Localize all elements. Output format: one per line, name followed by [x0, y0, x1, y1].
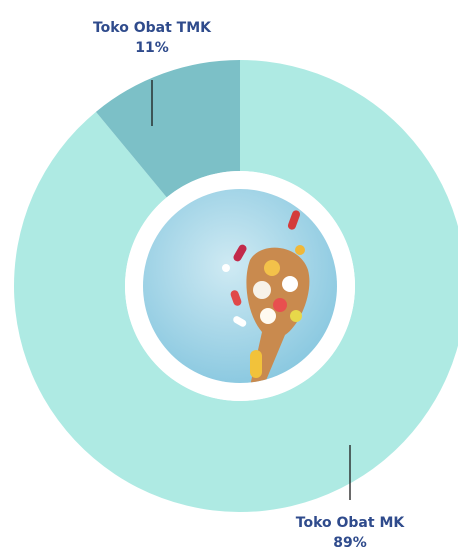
value-label: 89%	[333, 535, 367, 551]
category-label: Toko Obat MK	[296, 515, 406, 531]
category-label: Toko Obat TMK	[93, 20, 212, 36]
slices	[14, 60, 458, 512]
slice	[95, 60, 241, 198]
labels: Toko Obat MK 89% Toko Obat TMK 11%	[93, 20, 405, 551]
value-label: 11%	[135, 40, 169, 56]
slice	[14, 60, 458, 512]
pills-image	[143, 189, 337, 383]
